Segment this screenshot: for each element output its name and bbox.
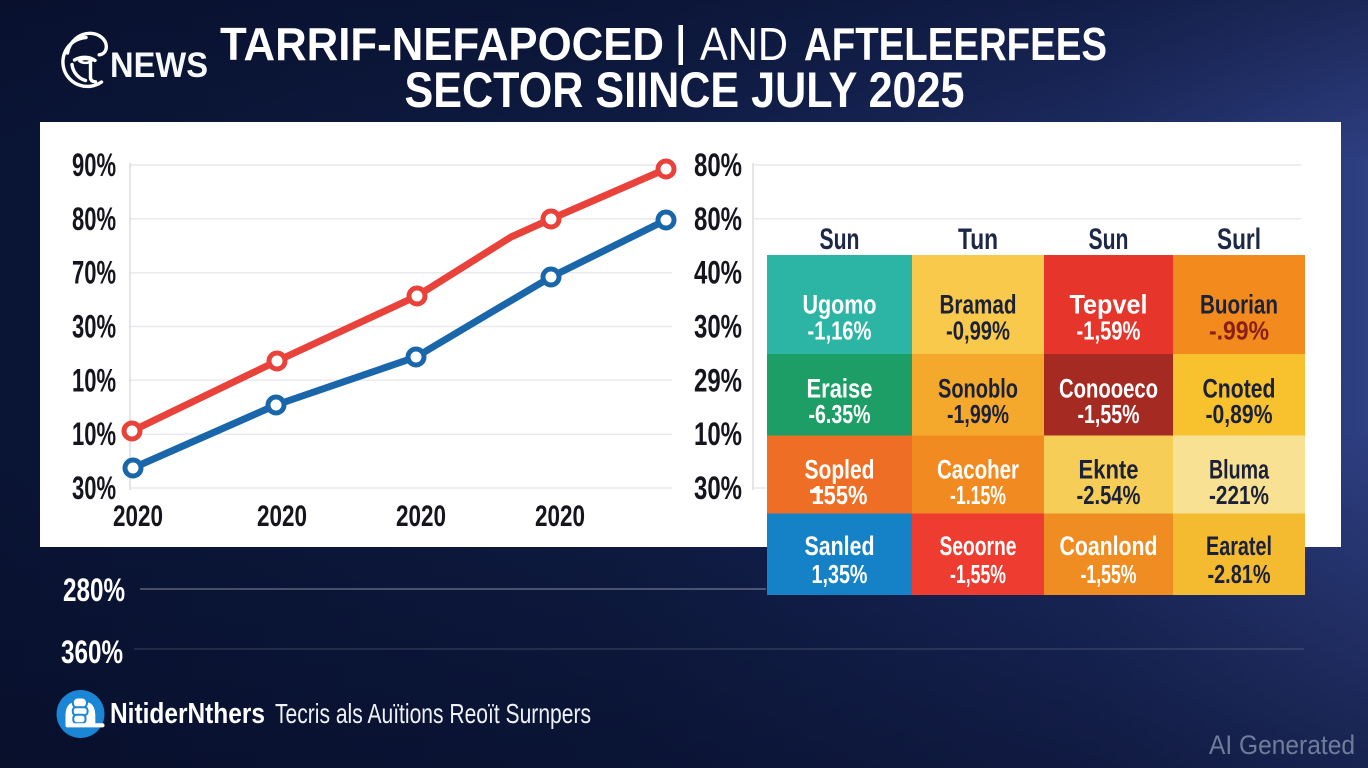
svg-text:Bramad: Bramad (940, 290, 1017, 320)
svg-text:30%: 30% (72, 470, 116, 506)
svg-text:90%: 90% (72, 147, 116, 183)
svg-text:-1,16%: -1,16% (808, 316, 872, 346)
svg-text:Cacoher: Cacoher (937, 455, 1019, 485)
svg-text:80%: 80% (72, 201, 116, 237)
svg-text:Sanled: Sanled (805, 531, 875, 561)
svg-text:TARRIF-NEFAPOCED: TARRIF-NEFAPOCED (220, 18, 664, 70)
svg-text:Sun: Sun (1089, 223, 1129, 256)
svg-text:Bluma: Bluma (1209, 455, 1270, 485)
svg-text:-221%: -221% (1209, 480, 1269, 510)
svg-text:Earatel: Earatel (1206, 531, 1272, 561)
svg-text:Tun: Tun (958, 223, 998, 256)
svg-text:10%: 10% (694, 416, 742, 452)
svg-text:Buorian: Buorian (1200, 290, 1278, 320)
svg-text:-2.54%: -2.54% (1077, 480, 1141, 510)
svg-text:NitiderNthers: NitiderNthers (110, 698, 265, 730)
svg-text:Coanlond: Coanlond (1060, 531, 1158, 561)
svg-text:AI Generated: AI Generated (1209, 730, 1355, 760)
svg-text:10%: 10% (72, 416, 116, 452)
svg-text:2020: 2020 (257, 500, 307, 533)
svg-text:Conooeco: Conooeco (1059, 374, 1158, 404)
svg-text:-2.81%: -2.81% (1208, 559, 1271, 589)
svg-text:Sonoblo: Sonoblo (938, 374, 1018, 404)
svg-text:30%: 30% (694, 309, 742, 345)
svg-text:-1,59%: -1,59% (1077, 316, 1141, 346)
svg-text:Surl: Surl (1217, 223, 1261, 256)
svg-text:Seoorne: Seoorne (940, 531, 1017, 561)
svg-text:-0,89%: -0,89% (1206, 399, 1273, 429)
svg-text:-6.35%: -6.35% (809, 399, 871, 429)
svg-text:10%: 10% (72, 362, 116, 398)
svg-text:155%: 155% (812, 480, 868, 510)
svg-text:-1,99%: -1,99% (947, 399, 1009, 429)
svg-text:2020: 2020 (396, 500, 446, 533)
svg-text:-1,55%: -1,55% (1081, 559, 1137, 589)
svg-text:2020: 2020 (113, 500, 163, 533)
svg-text:280%: 280% (63, 572, 125, 608)
svg-text:1,35%: 1,35% (812, 559, 868, 589)
svg-text:NEWS: NEWS (110, 46, 208, 85)
svg-text:-1.15%: -1.15% (950, 480, 1006, 510)
svg-text:29%: 29% (694, 362, 742, 398)
svg-text:SECTOR SIINCE JULY 2025: SECTOR SIINCE JULY 2025 (405, 62, 965, 118)
svg-text:30%: 30% (72, 309, 116, 345)
svg-text:40%: 40% (694, 255, 742, 291)
svg-text:-0,99%: -0,99% (946, 316, 1010, 346)
svg-text:80%: 80% (694, 147, 742, 183)
svg-text:Tecris als Auïtions Reoït Surn: Tecris als Auïtions Reoït Surnpers (275, 698, 591, 729)
svg-text:Eraise: Eraise (807, 374, 873, 404)
svg-text:Sun: Sun (820, 223, 860, 256)
svg-text:80%: 80% (694, 201, 742, 237)
svg-text:AFTELEERFEES: AFTELEERFEES (804, 18, 1107, 70)
svg-text:-1,55%: -1,55% (950, 559, 1006, 589)
svg-text:Sopled: Sopled (805, 455, 875, 485)
svg-text:70%: 70% (72, 255, 116, 291)
svg-text:Tepvel: Tepvel (1070, 290, 1148, 320)
svg-text:-1,55%: -1,55% (1078, 399, 1140, 429)
svg-text:-.99%: -.99% (1209, 316, 1269, 346)
svg-text:AND: AND (700, 18, 788, 70)
svg-text:30%: 30% (694, 470, 742, 506)
svg-text:Ugomo: Ugomo (803, 290, 877, 320)
svg-text:360%: 360% (61, 634, 123, 670)
svg-text:2020: 2020 (535, 500, 585, 533)
svg-text:Cnoted: Cnoted (1203, 374, 1276, 404)
svg-text:Eknte: Eknte (1079, 455, 1139, 485)
